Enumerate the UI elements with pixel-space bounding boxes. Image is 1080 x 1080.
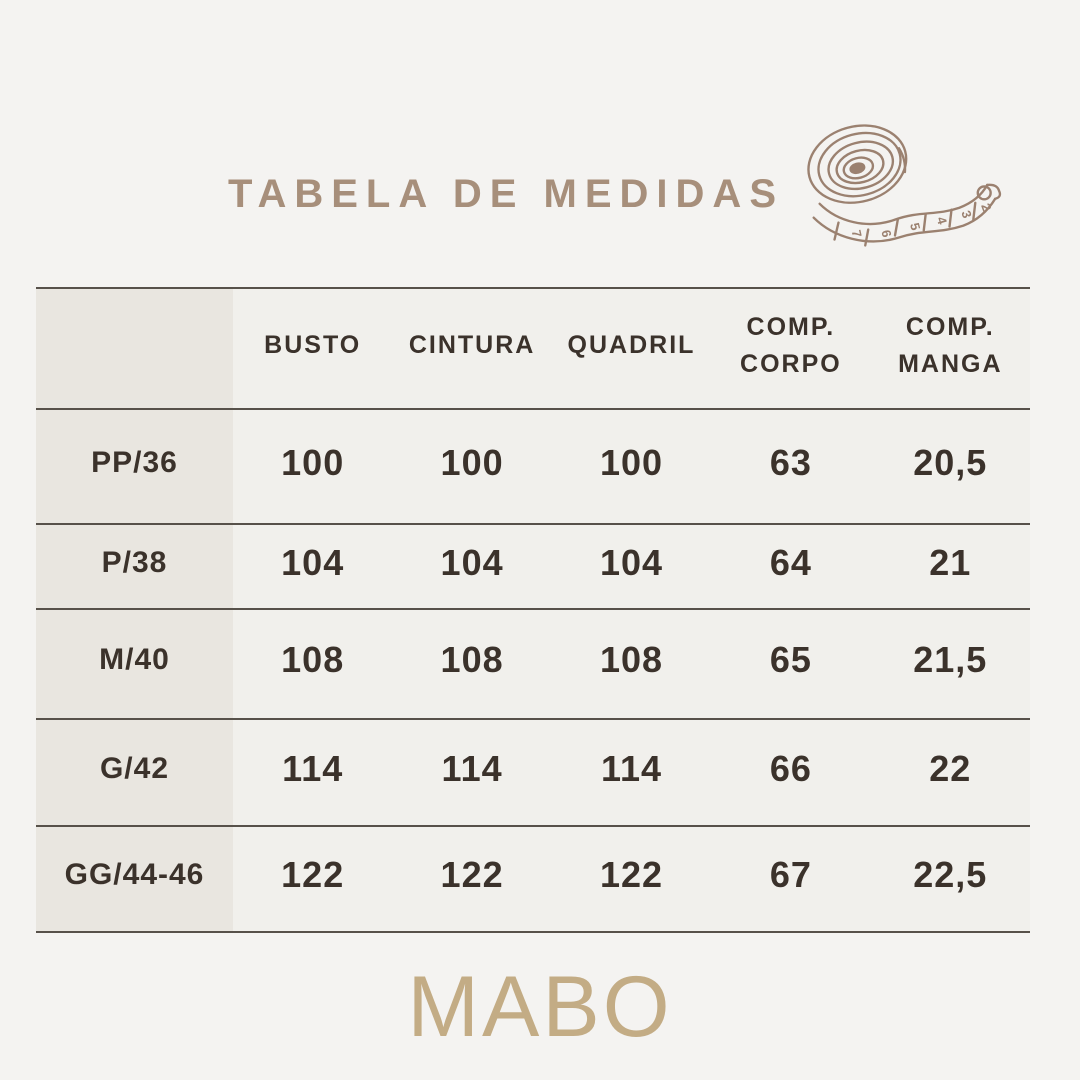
value-cell: 65 bbox=[711, 608, 871, 718]
value-cell: 21 bbox=[870, 523, 1030, 608]
value-cell: 20,5 bbox=[870, 408, 1030, 523]
value-cell: 64 bbox=[711, 523, 871, 608]
brand-logo: MABO bbox=[407, 959, 673, 1055]
tape-number: 2 bbox=[978, 201, 995, 213]
column-header-label: BUSTO bbox=[264, 331, 362, 360]
value-cell: 66 bbox=[711, 718, 871, 825]
value-cell: 21,5 bbox=[870, 608, 1030, 718]
value-cell: 22 bbox=[870, 718, 1030, 825]
column-header-label: CINTURA bbox=[408, 331, 536, 360]
row-label-gg44-46: GG/44-46 bbox=[36, 825, 233, 931]
value-cell: 114 bbox=[233, 718, 393, 825]
column-header-cintura: CINTURA bbox=[392, 287, 552, 408]
value-cell: 104 bbox=[233, 523, 393, 608]
value-cell: 108 bbox=[233, 608, 393, 718]
column-header-label: QUADRIL bbox=[567, 331, 696, 360]
column-header-comp-manga: COMP. MANGA bbox=[870, 287, 1030, 408]
value-cell: 114 bbox=[551, 718, 712, 825]
tape-number: 4 bbox=[934, 215, 951, 227]
row-label-g42: G/42 bbox=[36, 718, 233, 825]
tape-number: 3 bbox=[958, 209, 974, 220]
size-table: BUSTO CINTURA QUADRIL COMP. CORPO COMP. MA… bbox=[36, 287, 1030, 933]
value-cell: 22,5 bbox=[870, 825, 1030, 931]
column-header-label: COMP. bbox=[905, 313, 995, 342]
value-cell: 122 bbox=[551, 825, 712, 931]
table-corner-cell bbox=[36, 287, 233, 408]
row-label-m40: M/40 bbox=[36, 608, 233, 718]
value-cell: 100 bbox=[392, 408, 552, 523]
value-cell: 104 bbox=[392, 523, 552, 608]
tape-number: 6 bbox=[878, 229, 894, 239]
value-cell: 104 bbox=[551, 523, 712, 608]
value-cell: 114 bbox=[392, 718, 552, 825]
column-header-label: COMP. bbox=[746, 313, 836, 342]
measuring-tape-icon: 7 6 5 4 3 2 bbox=[807, 124, 1002, 247]
tape-number: 5 bbox=[907, 221, 923, 232]
value-cell: 100 bbox=[233, 408, 393, 523]
row-label-pp36: PP/36 bbox=[36, 408, 233, 523]
value-cell: 67 bbox=[711, 825, 871, 931]
value-cell: 122 bbox=[233, 825, 393, 931]
value-cell: 122 bbox=[392, 825, 552, 931]
value-cell: 108 bbox=[392, 608, 552, 718]
column-header-quadril: QUADRIL bbox=[551, 287, 712, 408]
tape-number: 7 bbox=[849, 229, 865, 239]
value-cell: 63 bbox=[711, 408, 871, 523]
page-title: TABELA DE MEDIDAS bbox=[228, 172, 784, 216]
value-cell: 100 bbox=[551, 408, 712, 523]
column-header-busto: BUSTO bbox=[233, 287, 393, 408]
row-label-p38: P/38 bbox=[36, 523, 233, 608]
column-header-comp-corpo: COMP. CORPO bbox=[711, 287, 871, 408]
value-cell: 108 bbox=[551, 608, 712, 718]
